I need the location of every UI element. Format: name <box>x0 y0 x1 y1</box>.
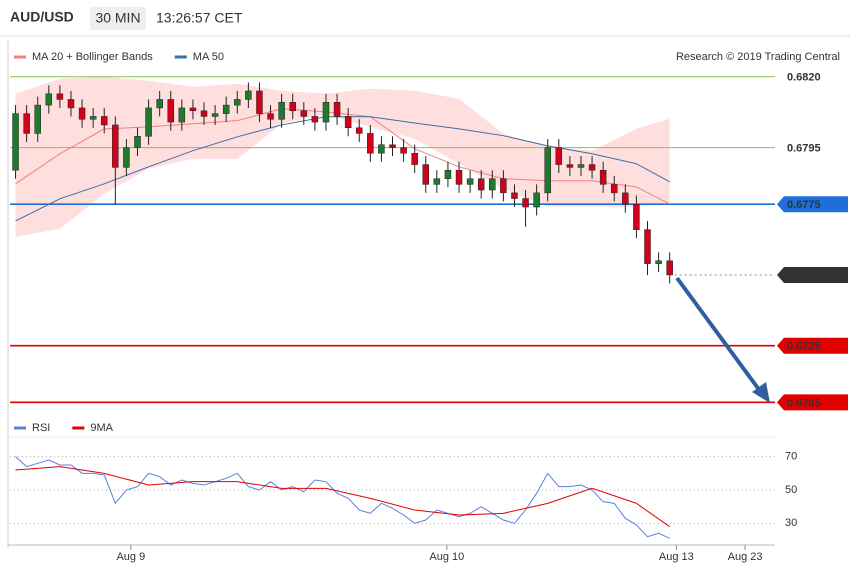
candle-body <box>433 178 441 185</box>
candle-body <box>599 169 607 185</box>
legend-label: MA 50 <box>193 51 224 63</box>
candle-body <box>411 152 418 165</box>
candle-body <box>644 229 651 264</box>
candle-body <box>477 178 485 191</box>
candle-body <box>566 164 574 168</box>
y-tick-label: 0.6705 <box>787 397 821 409</box>
x-tick-label: Aug 9 <box>116 551 145 563</box>
candle-body <box>278 102 285 120</box>
y-tick-label: 0.6820 <box>787 72 821 84</box>
candle-body <box>123 147 130 168</box>
candle-body <box>167 99 175 123</box>
candle-body <box>56 93 64 100</box>
level-tag <box>777 266 848 283</box>
x-tick-label: Aug 13 <box>659 551 694 563</box>
candle-body <box>234 99 241 106</box>
candle-body <box>610 184 618 194</box>
forecast-arrow <box>675 276 762 393</box>
y-tick-label: 0.6725 <box>787 341 821 353</box>
candle-body <box>45 93 53 106</box>
candle-body <box>200 110 208 117</box>
candle-body <box>300 110 308 117</box>
candle-body <box>156 99 163 109</box>
y-tick-label: 50 <box>785 484 797 496</box>
candle-body <box>511 192 518 199</box>
candle-body <box>89 116 97 120</box>
candle-body <box>344 116 352 129</box>
candle-body <box>12 113 19 171</box>
legend-label: MA 20 + Bollinger Bands <box>32 51 153 63</box>
candle-body <box>466 178 474 185</box>
candle-body <box>577 164 585 168</box>
candle-body <box>23 113 30 134</box>
candle-body <box>189 107 197 112</box>
legend-label: RSI <box>32 422 50 434</box>
candle-body <box>489 178 496 191</box>
candle-body <box>267 113 274 120</box>
candle-body <box>311 116 319 123</box>
candle-body <box>322 102 330 123</box>
timeframe: 30 MIN <box>95 10 140 26</box>
candle-body <box>622 192 629 205</box>
candle-body <box>333 102 341 117</box>
candle-body <box>289 102 296 112</box>
candle-body <box>378 144 385 154</box>
candle-body <box>145 107 152 137</box>
candle-body <box>455 169 463 185</box>
candle-body <box>67 99 75 109</box>
candle-body <box>34 104 41 134</box>
candle-body <box>367 133 374 154</box>
candle-body <box>112 124 119 168</box>
candle-body <box>533 192 540 208</box>
candle-body <box>222 104 230 114</box>
x-tick-label: Aug 23 <box>728 551 763 563</box>
candle-body <box>444 169 452 179</box>
candle-body <box>522 198 529 208</box>
indicator-line <box>15 466 670 528</box>
candle-body <box>178 107 186 123</box>
candle-body <box>544 147 551 194</box>
legend-label: 9MA <box>90 422 113 434</box>
candle-body <box>355 127 363 134</box>
candle-body <box>555 147 563 165</box>
candle-body <box>389 144 396 148</box>
y-tick-label: 30 <box>785 517 797 529</box>
candle-body <box>100 116 108 126</box>
candle-body <box>422 164 430 185</box>
candle-body <box>655 260 662 264</box>
y-tick-label: 70 <box>785 451 797 463</box>
credit: Research © 2019 Trading Central <box>676 51 840 63</box>
indicator-line <box>15 456 670 539</box>
candle-body <box>400 147 407 154</box>
level-tag <box>777 394 848 411</box>
forecast-arrowhead <box>752 382 770 403</box>
chart-title: AUD/USD <box>10 9 74 25</box>
candle-body <box>256 90 263 114</box>
candle-body <box>211 113 219 117</box>
candle-body <box>245 90 252 100</box>
candle-body <box>78 107 86 120</box>
x-tick-label: Aug 10 <box>429 551 464 563</box>
clock: 13:26:57 CET <box>156 10 243 26</box>
candle-body <box>500 178 507 194</box>
candle-body <box>633 203 640 230</box>
level-tag <box>777 337 848 354</box>
level-tag <box>777 196 848 213</box>
y-tick-label: 0.6795 <box>787 142 821 154</box>
candle-body <box>666 260 673 276</box>
timeframe-box <box>90 7 146 30</box>
candle-body <box>588 164 596 171</box>
y-tick-label: 0.6750 <box>787 270 821 282</box>
y-tick-label: 0.6775 <box>787 199 821 211</box>
candle-body <box>134 136 141 148</box>
